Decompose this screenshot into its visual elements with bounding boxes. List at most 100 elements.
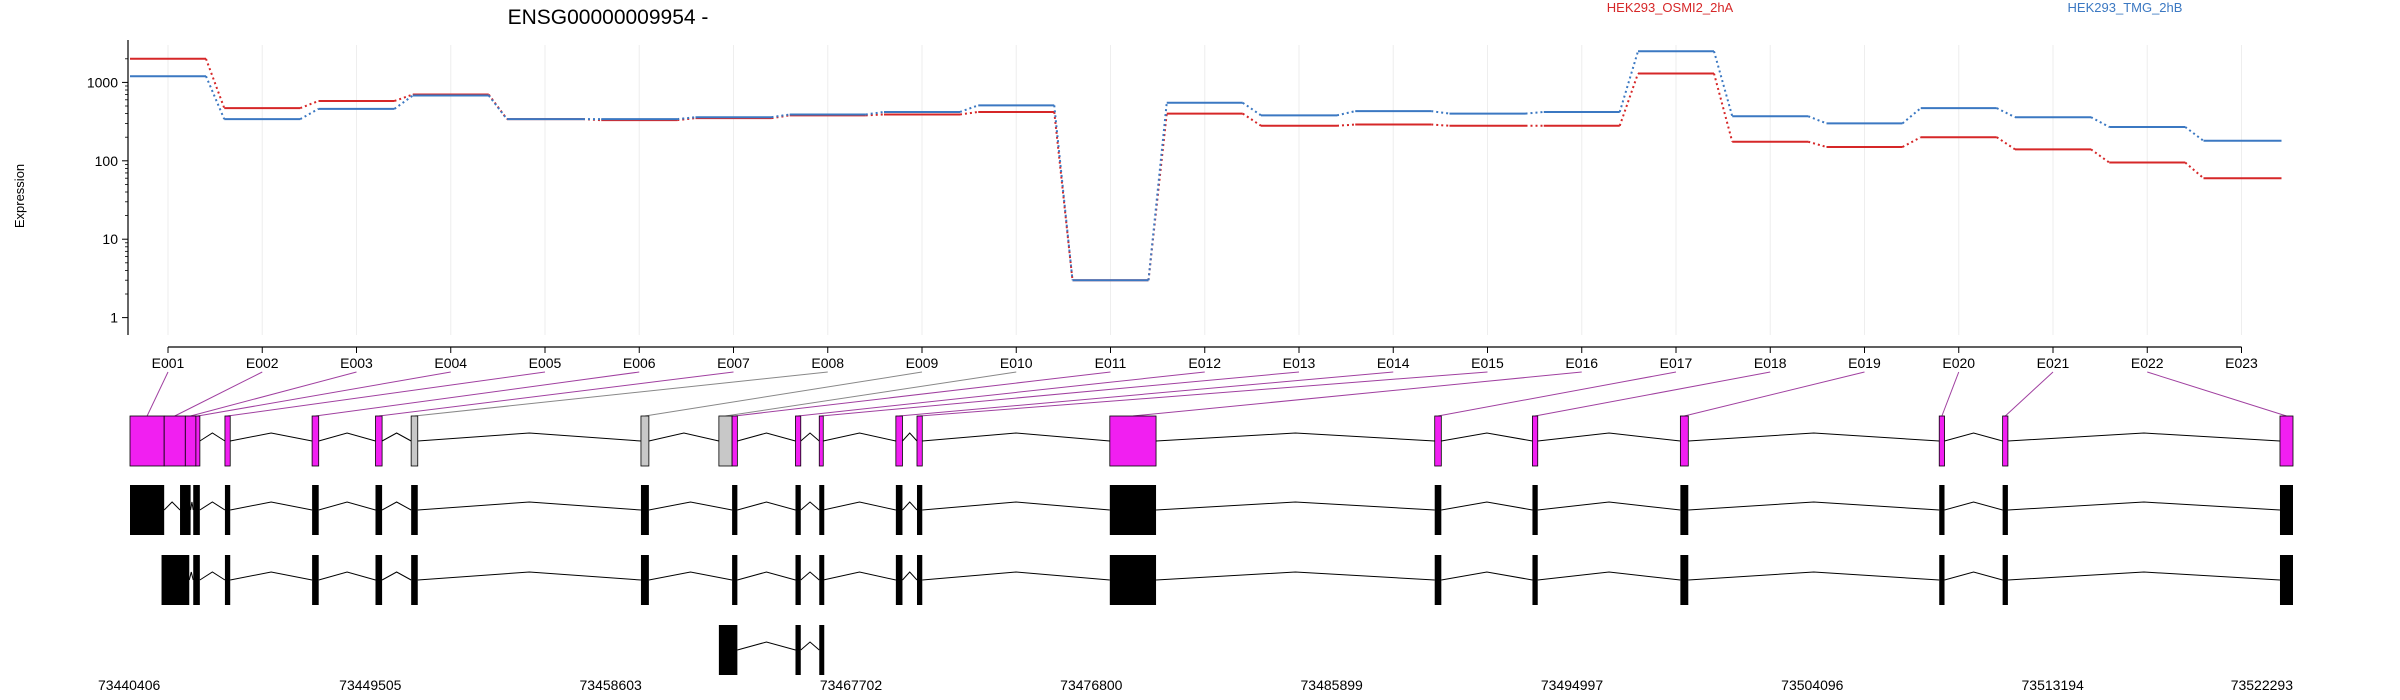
transcript-exon xyxy=(819,625,825,675)
x-tick-label: E009 xyxy=(906,355,939,371)
exon-link xyxy=(227,371,546,417)
transcript-exon xyxy=(916,555,923,605)
transcript-exon xyxy=(161,555,190,605)
intron xyxy=(1688,571,1940,581)
exon-link xyxy=(190,371,357,417)
exon-link xyxy=(821,371,1300,417)
series-connector xyxy=(299,100,319,110)
transcript-exon xyxy=(640,555,649,605)
transcript-exon xyxy=(180,485,191,535)
series-connector xyxy=(1525,110,1544,115)
exon-box xyxy=(2279,415,2294,467)
intron xyxy=(2007,501,2281,511)
intron xyxy=(1156,432,1435,442)
transcript-exon xyxy=(375,555,383,605)
intron xyxy=(1156,501,1435,511)
x-tick-label: E003 xyxy=(340,355,373,371)
transcript-exon xyxy=(224,555,231,605)
exon-box xyxy=(184,415,197,467)
transcript-exon xyxy=(312,485,319,535)
series-connector xyxy=(865,113,885,117)
exon-box xyxy=(718,415,733,467)
series-connector xyxy=(1053,111,1074,281)
intron xyxy=(318,432,376,442)
intron xyxy=(800,432,820,442)
intron xyxy=(188,571,194,581)
series-connector xyxy=(2090,116,2110,128)
intron xyxy=(922,432,1110,442)
gene-model xyxy=(129,415,2294,467)
x-tick-label: E004 xyxy=(434,355,467,371)
intron xyxy=(199,501,226,511)
series-connector xyxy=(393,94,414,110)
intron xyxy=(1944,571,2003,581)
exon-box xyxy=(163,415,186,467)
series-connector xyxy=(394,93,414,102)
transcripts xyxy=(130,485,2293,675)
series-connector xyxy=(1618,50,1639,113)
intron xyxy=(1537,432,1681,442)
genomic-axis: 73440406 73449505 73458603 73467702 73476800… xyxy=(98,677,2293,693)
intron xyxy=(1944,501,2003,511)
genomic-tick-label: 73449505 xyxy=(339,677,402,693)
transcript-exon xyxy=(1939,485,1945,535)
transcript-exon xyxy=(718,625,738,675)
series-connector xyxy=(1242,101,1262,117)
transcript-exon xyxy=(1680,555,1689,605)
series-connector xyxy=(1807,140,1827,148)
exon-link xyxy=(1941,371,1960,417)
chart-title: ENSG00000009954 - xyxy=(508,6,709,29)
intron xyxy=(417,432,641,442)
grid xyxy=(167,45,2242,335)
x-tick-label: E019 xyxy=(1848,355,1881,371)
exon-box xyxy=(895,415,903,467)
x-tick-label: E018 xyxy=(1754,355,1787,371)
intron xyxy=(230,501,313,511)
x-tick-label: E017 xyxy=(1660,355,1693,371)
x-tick-label: E022 xyxy=(2131,355,2164,371)
series-connector xyxy=(1901,107,1922,125)
transcript-exon xyxy=(2279,555,2293,605)
intron xyxy=(800,501,820,511)
transcript-exon xyxy=(732,485,738,535)
intron xyxy=(381,571,412,581)
transcript-exon xyxy=(411,485,418,535)
series-connector xyxy=(1336,110,1356,117)
transcript-exon xyxy=(895,485,903,535)
transcript-exon xyxy=(795,485,801,535)
exon-box xyxy=(375,415,383,467)
intron xyxy=(902,432,918,442)
x-tick-label: E020 xyxy=(1942,355,1975,371)
intron xyxy=(800,641,820,651)
exon-link xyxy=(2147,371,2287,417)
transcript-exon xyxy=(1434,555,1442,605)
intron xyxy=(199,432,226,442)
exon-link xyxy=(2004,371,2054,417)
series-connector xyxy=(1713,73,1734,143)
x-axis: E001 E002 E003 E004 E005 E006 E007 E008 E009 E010… xyxy=(152,346,2258,371)
genomic-tick-label: 73494997 xyxy=(1541,677,1604,693)
legend-entry: HEK293_OSMI2_2hA xyxy=(1607,0,1734,15)
exon-link xyxy=(798,371,1205,417)
exon-box xyxy=(818,415,824,467)
intron xyxy=(648,571,733,581)
x-tick-label: E008 xyxy=(811,355,844,371)
series-connector xyxy=(2090,148,2110,164)
y-tick-label: 1000 xyxy=(87,74,118,90)
intron xyxy=(648,501,733,511)
x-tick-label: E014 xyxy=(1377,355,1410,371)
x-tick-label: E013 xyxy=(1283,355,1316,371)
series-connector xyxy=(1996,136,2016,151)
intron xyxy=(922,571,1110,581)
intron xyxy=(800,571,820,581)
intron xyxy=(417,571,641,581)
intron xyxy=(737,571,796,581)
intron xyxy=(902,571,918,581)
series-connector xyxy=(1053,105,1074,281)
intron xyxy=(230,432,313,442)
intron xyxy=(381,501,412,511)
x-tick-label: E011 xyxy=(1095,355,1127,371)
transcript-exon xyxy=(2279,485,2293,535)
exon-link xyxy=(174,371,263,417)
intron xyxy=(1537,571,1681,581)
